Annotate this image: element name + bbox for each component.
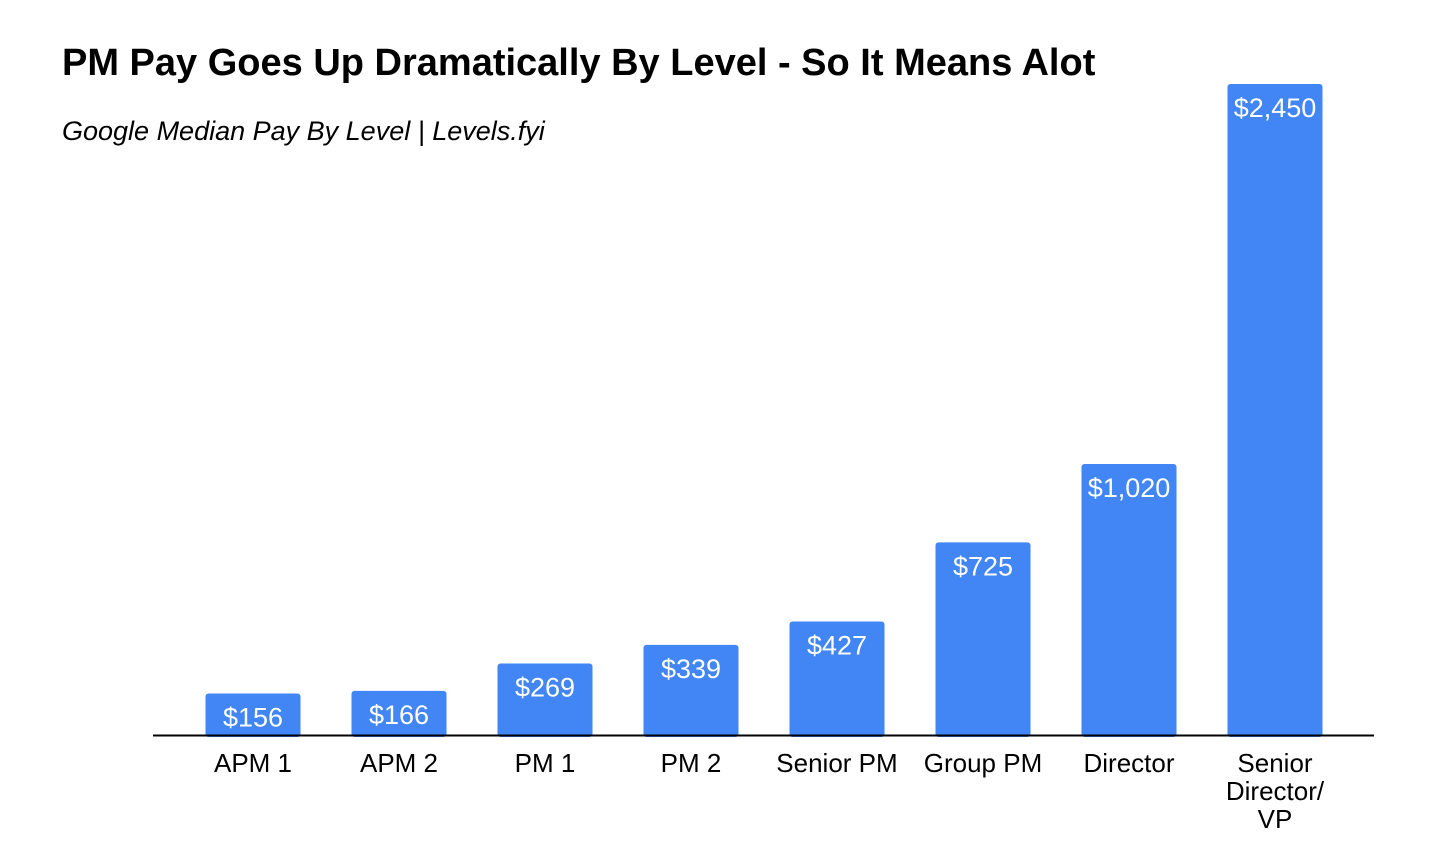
bars-group — [205, 84, 1323, 737]
x-tick-label-line: Director/ — [1226, 776, 1325, 806]
x-tick-labels-group: APM 1 APM 2 PM 1 PM 2 Senior PM Group PM Direc… — [214, 748, 1325, 834]
x-tick-label-line: Senior PM — [776, 748, 897, 778]
bar-value-label-6: $1,020 — [1088, 473, 1171, 503]
bar-2 — [497, 663, 593, 737]
value-labels-group: $156 $166 $269 $339 $427 $725 $1,020 $2,450 — [223, 93, 1316, 733]
chart-subtitle: Google Median Pay By Level | Levels.fyi — [62, 116, 545, 146]
x-tick-label-line: Senior — [1237, 748, 1312, 778]
x-tick-label-line: Group PM — [924, 748, 1043, 778]
x-tick-label-7: Senior Director/VP — [1226, 748, 1325, 834]
bar-value-label-4: $427 — [807, 631, 867, 661]
bar-value-label-2: $269 — [515, 673, 575, 703]
x-tick-label-3: PM 2 — [661, 748, 722, 778]
x-tick-label-0: APM 1 — [214, 748, 292, 778]
x-tick-label-line: Director — [1083, 748, 1174, 778]
x-tick-label-line: APM 1 — [214, 748, 292, 778]
x-tick-label-2: PM 1 — [515, 748, 576, 778]
x-tick-label-line: PM 1 — [515, 748, 576, 778]
bar-7 — [1227, 84, 1323, 737]
bar-0 — [205, 693, 301, 737]
bar-value-label-3: $339 — [661, 654, 721, 684]
x-tick-label-5: Group PM — [924, 748, 1043, 778]
x-tick-label-6: Director — [1083, 748, 1174, 778]
x-tick-label-4: Senior PM — [776, 748, 897, 778]
bar-4 — [789, 621, 885, 737]
bar-value-label-1: $166 — [369, 700, 429, 730]
x-tick-label-1: APM 2 — [360, 748, 438, 778]
bar-6 — [1081, 463, 1177, 737]
bar-value-label-0: $156 — [223, 703, 283, 733]
chart-title: PM Pay Goes Up Dramatically By Level - S… — [62, 42, 1096, 84]
x-tick-label-line: VP — [1258, 804, 1293, 834]
bar-5 — [935, 542, 1031, 737]
bar-value-label-5: $725 — [953, 551, 1013, 581]
x-tick-label-line: PM 2 — [661, 748, 722, 778]
bar-1 — [351, 690, 447, 737]
bar-value-label-7: $2,450 — [1234, 93, 1317, 123]
bar-3 — [643, 644, 739, 737]
x-tick-label-line: APM 2 — [360, 748, 438, 778]
